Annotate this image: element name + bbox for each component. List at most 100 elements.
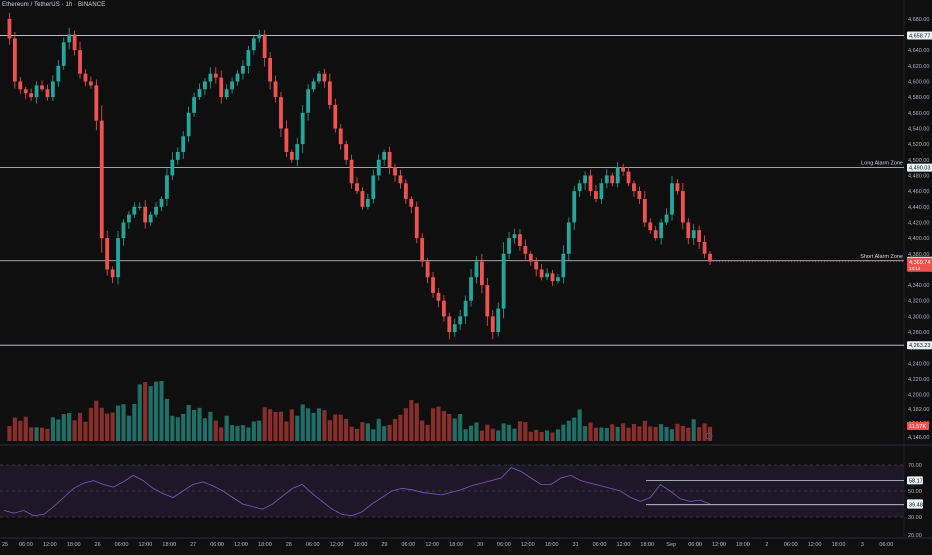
candle-body[interactable] bbox=[664, 214, 669, 223]
candle-body[interactable] bbox=[474, 261, 479, 278]
candle-body[interactable] bbox=[12, 38, 17, 82]
candle-body[interactable] bbox=[702, 242, 707, 254]
candle-body[interactable] bbox=[213, 73, 218, 78]
candle-body[interactable] bbox=[143, 206, 148, 223]
candle-body[interactable] bbox=[127, 214, 131, 223]
candle-body[interactable] bbox=[289, 151, 294, 160]
candle-body[interactable] bbox=[67, 34, 72, 43]
candle-body[interactable] bbox=[241, 65, 245, 74]
candle-body[interactable] bbox=[566, 222, 571, 254]
candle-body[interactable] bbox=[409, 198, 414, 207]
candle-body[interactable] bbox=[56, 65, 61, 82]
candle-body[interactable] bbox=[431, 277, 435, 293]
candle-body[interactable] bbox=[637, 191, 642, 199]
candle-body[interactable] bbox=[78, 50, 82, 74]
candle-body[interactable] bbox=[230, 81, 234, 90]
candle-body[interactable] bbox=[137, 206, 142, 208]
candle-body[interactable] bbox=[148, 214, 153, 223]
candle-body[interactable] bbox=[371, 175, 376, 199]
candle-body[interactable] bbox=[338, 128, 343, 145]
candle-body[interactable] bbox=[621, 167, 626, 172]
candle-body[interactable] bbox=[626, 171, 631, 184]
candle-body[interactable] bbox=[268, 57, 273, 82]
candle-body[interactable] bbox=[632, 183, 636, 192]
candle-body[interactable] bbox=[317, 73, 321, 82]
candle-body[interactable] bbox=[333, 104, 338, 129]
candle-body[interactable] bbox=[105, 238, 110, 270]
candle-body[interactable] bbox=[175, 151, 180, 160]
candle-body[interactable] bbox=[50, 81, 55, 98]
candle-body[interactable] bbox=[512, 234, 517, 239]
candle-body[interactable] bbox=[186, 112, 191, 137]
candle-body[interactable] bbox=[376, 159, 381, 176]
candle-body[interactable] bbox=[18, 81, 23, 90]
candle-body[interactable] bbox=[45, 89, 50, 98]
candle-body[interactable] bbox=[121, 222, 126, 239]
candle-body[interactable] bbox=[675, 183, 680, 192]
candle-body[interactable] bbox=[556, 277, 560, 282]
candle-body[interactable] bbox=[452, 324, 457, 333]
candle-body[interactable] bbox=[485, 285, 490, 317]
candle-body[interactable] bbox=[648, 222, 653, 231]
candle-body[interactable] bbox=[420, 238, 425, 262]
candle-body[interactable] bbox=[561, 253, 566, 278]
candle-body[interactable] bbox=[680, 191, 685, 223]
candle-body[interactable] bbox=[72, 34, 77, 51]
candle-body[interactable] bbox=[170, 159, 175, 176]
candle-body[interactable] bbox=[159, 198, 164, 207]
candle-body[interactable] bbox=[523, 245, 528, 254]
candle-body[interactable] bbox=[436, 292, 441, 301]
candle-body[interactable] bbox=[208, 73, 213, 82]
candle-body[interactable] bbox=[496, 308, 501, 333]
candle-body[interactable] bbox=[360, 191, 365, 207]
candle-body[interactable] bbox=[181, 136, 186, 152]
candle-body[interactable] bbox=[545, 273, 549, 278]
candle-body[interactable] bbox=[295, 144, 300, 160]
candle-body[interactable] bbox=[480, 261, 484, 286]
candle-body[interactable] bbox=[604, 175, 609, 184]
candle-body[interactable] bbox=[154, 206, 158, 215]
candle-body[interactable] bbox=[490, 316, 495, 333]
candle-body[interactable] bbox=[691, 230, 696, 239]
candle-body[interactable] bbox=[403, 183, 408, 199]
candle-body[interactable] bbox=[34, 85, 39, 98]
candle-body[interactable] bbox=[659, 222, 664, 239]
candle-body[interactable] bbox=[463, 300, 468, 317]
candle-body[interactable] bbox=[528, 253, 533, 262]
candle-body[interactable] bbox=[132, 206, 137, 215]
candle-body[interactable] bbox=[322, 73, 327, 82]
candle-body[interactable] bbox=[94, 85, 99, 121]
candle-body[interactable] bbox=[577, 183, 582, 192]
candle-body[interactable] bbox=[398, 175, 403, 184]
candle-body[interactable] bbox=[203, 81, 207, 90]
candle-body[interactable] bbox=[507, 238, 511, 254]
candle-body[interactable] bbox=[599, 183, 604, 199]
candle-body[interactable] bbox=[572, 191, 577, 223]
candle-body[interactable] bbox=[583, 175, 587, 184]
candle-body[interactable] bbox=[653, 230, 658, 239]
candle-body[interactable] bbox=[306, 89, 311, 113]
candle-body[interactable] bbox=[344, 144, 349, 160]
candle-body[interactable] bbox=[257, 34, 262, 39]
candle-body[interactable] bbox=[441, 300, 446, 317]
candle-body[interactable] bbox=[534, 261, 539, 270]
candle-body[interactable] bbox=[594, 191, 598, 199]
candle-body[interactable] bbox=[61, 42, 66, 66]
candle-body[interactable] bbox=[192, 97, 196, 113]
candle-body[interactable] bbox=[300, 112, 305, 145]
candle-body[interactable] bbox=[327, 81, 332, 105]
candle-body[interactable] bbox=[116, 238, 120, 278]
candle-body[interactable] bbox=[40, 85, 44, 90]
volume-settings-icon[interactable] bbox=[705, 432, 713, 440]
candle-body[interactable] bbox=[23, 89, 28, 94]
candle-body[interactable] bbox=[447, 316, 452, 333]
candle-body[interactable] bbox=[550, 273, 555, 282]
candle-body[interactable] bbox=[224, 89, 229, 98]
candle-body[interactable] bbox=[165, 175, 169, 199]
candle-body[interactable] bbox=[382, 151, 387, 160]
candle-body[interactable] bbox=[387, 151, 392, 168]
candle-body[interactable] bbox=[349, 159, 354, 184]
candle-body[interactable] bbox=[284, 128, 289, 152]
